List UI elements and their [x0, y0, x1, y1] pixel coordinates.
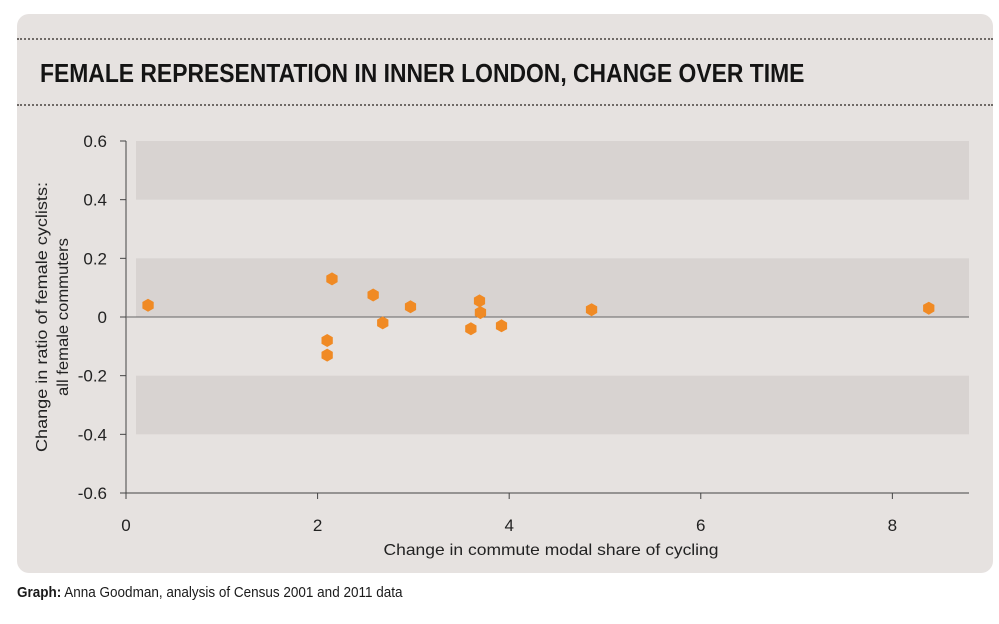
gridband-1	[136, 258, 969, 317]
chart-title: FEMALE REPRESENTATION IN INNER LONDON, C…	[40, 58, 805, 88]
gridband-2	[136, 375, 969, 435]
data-point	[377, 316, 389, 330]
data-point	[473, 294, 486, 308]
y-tick-label: 0.6	[83, 132, 107, 151]
x-tick-label: 4	[504, 516, 513, 535]
y-axis-label-line: Change in ratio of female cyclists:	[34, 182, 51, 452]
data-point	[585, 303, 598, 317]
y-tick-label: -0.2	[78, 367, 107, 386]
data-point	[404, 300, 417, 314]
data-point	[367, 288, 379, 302]
y-tick-label: -0.6	[78, 484, 107, 503]
data-point	[321, 334, 333, 347]
data-point	[142, 298, 154, 312]
x-tick-label: 6	[696, 516, 705, 535]
x-tick-label: 0	[121, 516, 130, 535]
data-point	[495, 319, 508, 333]
x-tick-label: 2	[313, 516, 322, 535]
caption-text: Anna Goodman, analysis of Census 2001 an…	[64, 584, 403, 601]
top-dotted-divider	[17, 38, 993, 40]
caption-label: Graph:	[17, 584, 62, 601]
x-axis-label: Change in commute modal share of cycling	[384, 542, 719, 559]
data-point	[326, 272, 338, 286]
data-point	[474, 306, 487, 320]
data-point	[321, 348, 333, 362]
title-dotted-divider	[17, 104, 993, 106]
y-tick-label: 0	[98, 308, 107, 327]
y-tick-label: 0.2	[83, 249, 107, 268]
source-caption: Graph: Anna Goodman, analysis of Census …	[17, 584, 403, 601]
y-tick-label: 0.4	[83, 191, 107, 210]
y-axis-label-line: all female commuters	[55, 238, 72, 396]
x-tick-label: 8	[888, 516, 897, 535]
data-point	[465, 322, 477, 336]
y-tick-label: -0.4	[78, 425, 107, 444]
gridband-0	[136, 141, 969, 200]
data-point	[923, 301, 935, 315]
